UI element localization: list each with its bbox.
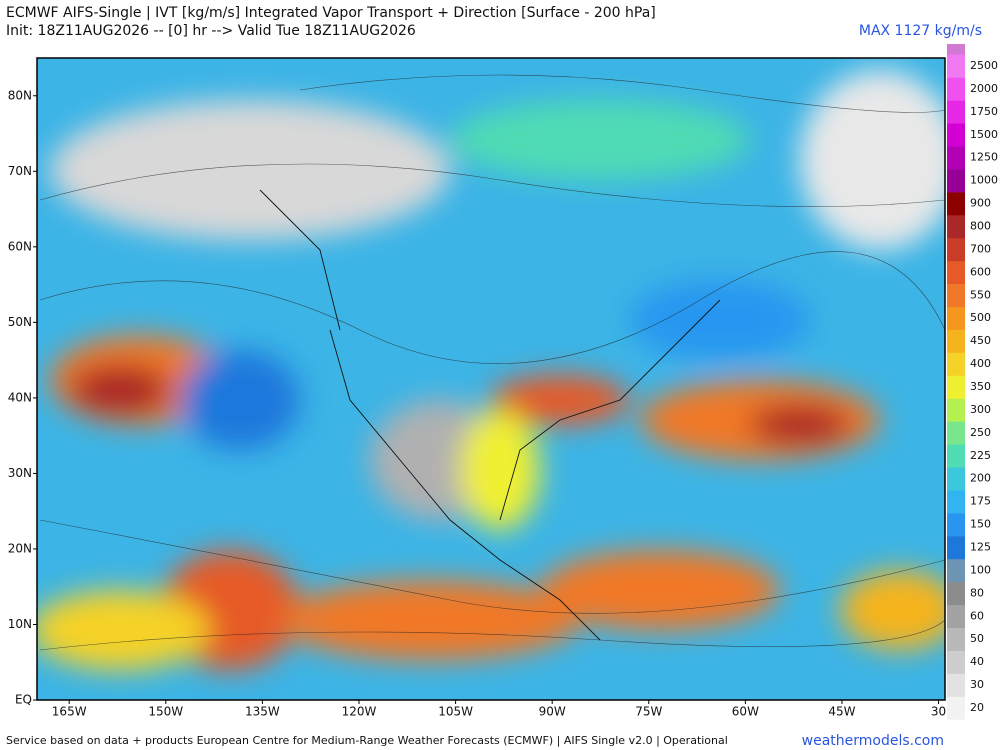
colorbar-label: 225	[970, 449, 991, 462]
colorbar-label: 30	[970, 678, 984, 691]
colorbar-swatch	[947, 306, 965, 330]
lon-label: 60W	[732, 705, 759, 719]
colorbar-label: 125	[970, 540, 991, 553]
colorbar-swatch	[947, 696, 965, 720]
map-frame	[36, 57, 946, 701]
lat-label: 30N	[8, 466, 32, 480]
lon-label: 120W	[342, 705, 377, 719]
colorbar-label: 20	[970, 701, 984, 714]
lon-label: 90W	[539, 705, 566, 719]
colorbar-label: 1750	[970, 105, 998, 118]
colorbar-label: 175	[970, 495, 991, 508]
colorbar-swatch	[947, 192, 965, 216]
footer-credit: Service based on data + products Europea…	[6, 734, 728, 747]
colorbar-label: 400	[970, 357, 991, 370]
colorbar-swatch	[947, 650, 965, 674]
colorbar-swatch	[947, 581, 965, 606]
title: ECMWF AIFS-Single | IVT [kg/m/s] Integra…	[6, 5, 656, 21]
colorbar-label: 200	[970, 472, 991, 485]
colorbar-swatch	[947, 215, 965, 239]
colorbar-label: 1250	[970, 151, 998, 164]
colorbar-label: 450	[970, 334, 991, 347]
colorbar-label: 250	[970, 426, 991, 439]
lon-label: 135W	[245, 705, 280, 719]
colorbar-swatch	[947, 260, 965, 285]
colorbar-label: 300	[970, 403, 991, 416]
colorbar-swatch	[947, 123, 965, 147]
lon-label: 45W	[828, 705, 855, 719]
colorbar-swatch	[947, 467, 965, 491]
colorbar-swatch	[947, 77, 965, 101]
colorbar-swatch	[947, 329, 965, 353]
colorbar-label: 2000	[970, 82, 998, 95]
colorbar-label: 900	[970, 197, 991, 210]
colorbar-label: 350	[970, 380, 991, 393]
colorbar-label: 500	[970, 311, 991, 324]
colorbar-swatch	[947, 100, 965, 124]
colorbar-label: 700	[970, 242, 991, 255]
colorbar-swatch	[947, 169, 965, 193]
colorbar-swatch	[947, 513, 965, 537]
lat-label: 20N	[8, 541, 32, 555]
lat-label: 50N	[8, 315, 32, 329]
max-label: MAX 1127 kg/m/s	[859, 23, 982, 39]
colorbar-label: 1500	[970, 128, 998, 141]
colorbar-swatch	[947, 490, 965, 514]
colorbar-label: 40	[970, 655, 984, 668]
lat-label: 10N	[8, 617, 32, 631]
colorbar-label: 80	[970, 586, 984, 599]
lon-label: 165W	[52, 705, 87, 719]
colorbar-swatch	[947, 421, 965, 445]
colorbar-swatch	[947, 398, 965, 422]
lon-label: 105W	[438, 705, 473, 719]
colorbar-label: 1000	[970, 174, 998, 187]
colorbar-label: 600	[970, 265, 991, 278]
lon-label: 30	[931, 705, 946, 719]
colorbar-swatch	[947, 627, 965, 651]
map	[37, 58, 945, 700]
lat-label: 70N	[8, 164, 32, 178]
colorbar-swatch	[947, 673, 965, 697]
site-name: weathermodels.com	[802, 733, 944, 749]
colorbar-label: 50	[970, 632, 984, 645]
colorbar-swatch	[947, 604, 965, 629]
colorbar-swatch	[947, 237, 965, 262]
lat-label: 40N	[8, 390, 32, 404]
colorbar-swatch	[947, 283, 965, 308]
colorbar-top	[947, 44, 965, 55]
lat-label: 80N	[8, 88, 32, 102]
colorbar-label: 100	[970, 563, 991, 576]
lat-label: 60N	[8, 239, 32, 253]
lon-label: 150W	[148, 705, 183, 719]
colorbar-swatch	[947, 536, 965, 560]
colorbar-label: 800	[970, 219, 991, 232]
lat-label: EQ	[15, 693, 32, 707]
colorbar-label: 150	[970, 518, 991, 531]
colorbar-swatch	[947, 558, 965, 583]
colorbar-label: 550	[970, 288, 991, 301]
colorbar-swatch	[947, 54, 965, 78]
colorbar-label: 60	[970, 609, 984, 622]
lon-label: 75W	[635, 705, 662, 719]
colorbar-swatch	[947, 444, 965, 468]
colorbar-label: 2500	[970, 59, 998, 72]
subtitle: Init: 18Z11AUG2026 -- [0] hr --> Valid T…	[6, 23, 416, 39]
colorbar-swatch	[947, 375, 965, 399]
colorbar-swatch	[947, 146, 965, 170]
colorbar-swatch	[947, 352, 965, 376]
